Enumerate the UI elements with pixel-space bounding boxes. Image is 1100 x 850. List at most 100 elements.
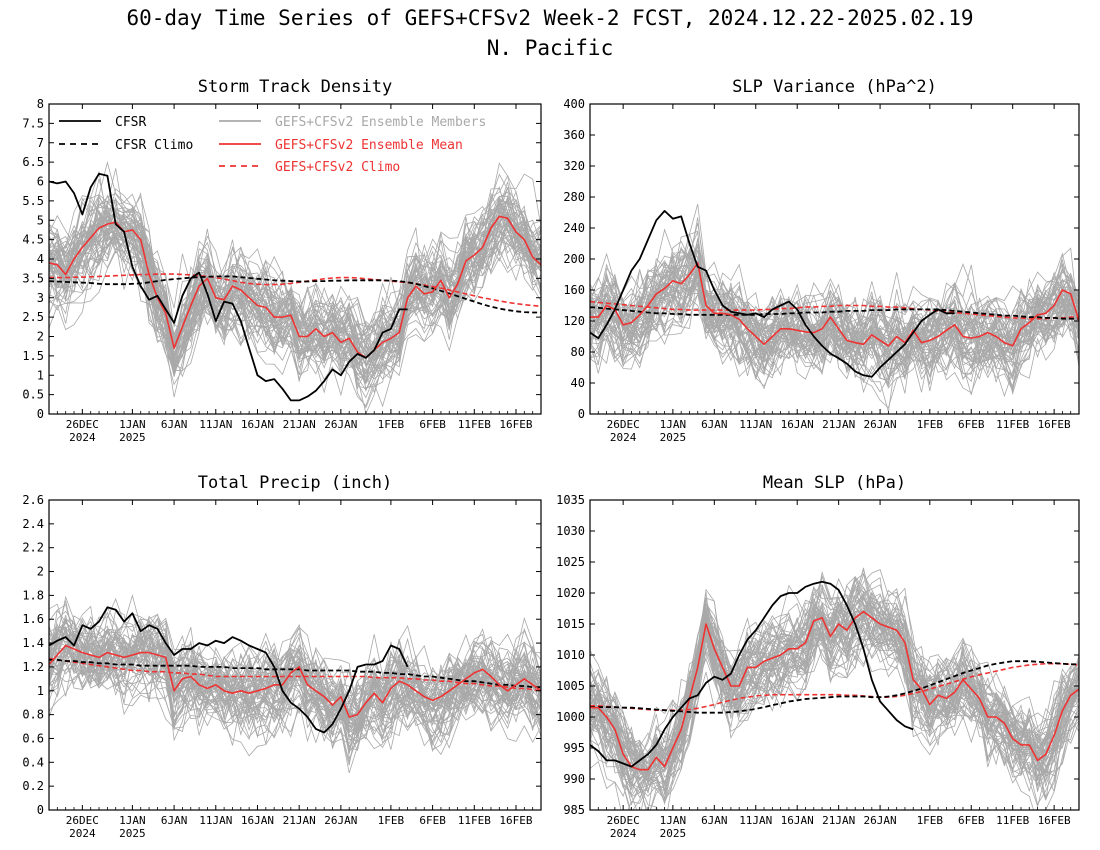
x-tick-sublabel: 2024 <box>610 431 637 444</box>
y-tick-label: 990 <box>563 772 585 786</box>
plot-area <box>49 160 541 414</box>
y-tick-label: 7.5 <box>22 116 44 130</box>
y-tick-label: 0 <box>578 407 585 421</box>
y-tick-label: 2.6 <box>22 493 44 507</box>
cfsr-line <box>590 580 914 768</box>
ensemble-member-line <box>49 618 541 710</box>
x-tick-sublabel: 2024 <box>69 431 96 444</box>
x-tick-label: 11FEB <box>996 418 1029 431</box>
ensemble-mean-line <box>49 215 541 359</box>
y-tick-label: 0.5 <box>22 388 44 402</box>
x-tick-label: 1JAN <box>119 418 146 431</box>
x-tick-label: 16FEB <box>1038 814 1071 827</box>
plot-frame <box>48 499 542 811</box>
y-tick-label: 2.4 <box>22 517 44 531</box>
y-tick-label: 5 <box>37 213 44 227</box>
ensemble-member-line <box>590 271 1079 377</box>
ensemble-mean-line <box>590 610 1079 771</box>
x-tick-label: 16FEB <box>499 814 532 827</box>
ensemble-member-line <box>49 195 541 383</box>
y-tick-label: 3 <box>37 291 44 305</box>
y-tick-label: 280 <box>563 190 585 204</box>
x-tick-label: 16JAN <box>781 814 814 827</box>
ensemble-member-line <box>590 290 1079 391</box>
ensemble-mean-line <box>590 262 1079 347</box>
plot-area <box>590 203 1079 412</box>
chart-panel: Total Precip (inch) 0 0.2 0.4 0.6 0.8 1 1.2 1.4 1… <box>22 473 542 840</box>
x-tick-sublabel: 2024 <box>69 827 96 840</box>
x-tick-label: 11JAN <box>739 814 772 827</box>
ensemble-member-line <box>49 623 541 740</box>
y-tick-label: 2.2 <box>22 541 44 555</box>
ensemble-member-line <box>49 617 541 748</box>
x-tick-label: 6JAN <box>701 814 728 827</box>
y-tick-label: 0.4 <box>22 755 44 769</box>
y-tick-label: 1.8 <box>22 588 44 602</box>
x-tick-label: 11JAN <box>199 814 232 827</box>
ensemble-member-line <box>590 588 1079 786</box>
y-tick-label: 0 <box>37 803 44 817</box>
y-tick-label: 0 <box>37 407 44 421</box>
y-tick-label: 4 <box>37 252 44 266</box>
ensemble-member-line <box>590 602 1079 786</box>
y-tick-label: 1.4 <box>22 636 44 650</box>
y-tick-label: 2 <box>37 330 44 344</box>
ensemble-member-line <box>49 205 541 385</box>
y-tick-label: 4.5 <box>22 233 44 247</box>
ensemble-member-line <box>49 196 541 414</box>
legend-label: GEFS+CFSv2 Climo <box>275 160 400 175</box>
ensemble-members <box>590 567 1079 810</box>
ensemble-member-line <box>49 199 541 389</box>
panel-title: Storm Track Density <box>198 77 392 97</box>
x-tick-label: 26DEC <box>607 418 640 431</box>
y-tick-label: 2 <box>37 565 44 579</box>
figure-subtitle-region: N. Pacific <box>486 36 614 60</box>
y-tick-label: 6.5 <box>22 155 44 169</box>
x-tick-label: 6JAN <box>701 418 728 431</box>
ensemble-members <box>49 160 541 414</box>
y-tick-label: 995 <box>563 741 585 755</box>
panel-title: Total Precip (inch) <box>198 473 392 493</box>
y-tick-label: 3.5 <box>22 271 44 285</box>
panel-title: SLP Variance (hPa^2) <box>732 77 937 97</box>
chart-panel: Mean SLP (hPa) 985 990 995 1000 1005 1010 1015 1… <box>556 473 1080 840</box>
x-tick-label: 26DEC <box>607 814 640 827</box>
y-tick-label: 360 <box>563 128 585 142</box>
x-tick-sublabel: 2025 <box>119 431 146 444</box>
x-tick-label: 1FEB <box>378 418 405 431</box>
x-tick-label: 26DEC <box>66 814 99 827</box>
x-tick-label: 11FEB <box>996 814 1029 827</box>
y-tick-label: 320 <box>563 159 585 173</box>
plot-area <box>590 567 1079 810</box>
ensemble-member-line <box>49 219 541 394</box>
y-tick-label: 1.2 <box>22 660 44 674</box>
y-tick-label: 1020 <box>556 586 585 600</box>
cfsr-climo-line <box>590 660 1079 714</box>
x-tick-label: 26JAN <box>864 418 897 431</box>
cfsr-climo-line <box>49 275 541 314</box>
x-tick-label: 16JAN <box>241 418 274 431</box>
y-tick-label: 5.5 <box>22 194 44 208</box>
gefs-climo-line <box>590 300 1079 320</box>
y-tick-label: 0.2 <box>22 779 44 793</box>
x-tick-label: 11JAN <box>199 418 232 431</box>
x-tick-label: 6JAN <box>161 814 188 827</box>
y-tick-label: 1.5 <box>22 349 44 363</box>
x-tick-label: 21JAN <box>822 418 855 431</box>
x-tick-label: 1JAN <box>119 814 146 827</box>
x-tick-sublabel: 2024 <box>610 827 637 840</box>
ensemble-member-line <box>49 218 541 392</box>
legend-label: GEFS+CFSv2 Ensemble Members <box>275 115 486 130</box>
x-tick-label: 26JAN <box>324 418 357 431</box>
y-tick-label: 80 <box>571 345 585 359</box>
chart-legend: CFSR CFSR Climo GEFS+CFSv2 Ensemble Member… <box>59 115 486 175</box>
y-tick-label: 400 <box>563 97 585 111</box>
ensemble-member-line <box>590 260 1079 360</box>
y-tick-label: 1030 <box>556 524 585 538</box>
x-tick-label: 11FEB <box>458 814 491 827</box>
cfsr-climo-line <box>49 658 541 689</box>
ensemble-member-line <box>590 576 1079 804</box>
ensemble-member-line <box>49 631 541 764</box>
x-tick-sublabel: 2025 <box>119 827 146 840</box>
